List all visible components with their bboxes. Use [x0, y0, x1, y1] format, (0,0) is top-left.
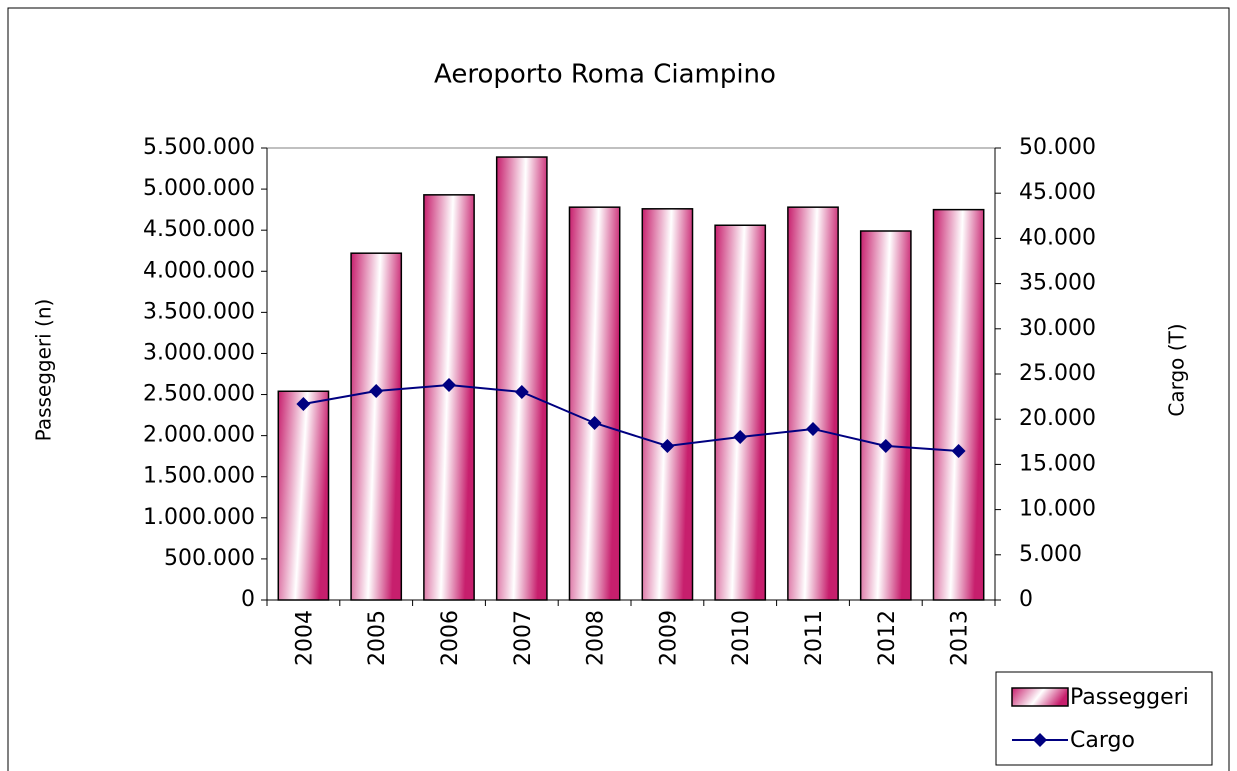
y-tick-label: 4.500.000 [143, 217, 255, 242]
x-tick-label: 2011 [802, 610, 827, 666]
bar [277, 390, 330, 601]
bar [714, 224, 767, 601]
x-tick-label: 2006 [438, 610, 463, 666]
y2-axis-title: Cargo (T) [1165, 323, 1189, 416]
y-tick-label: 1.000.000 [143, 505, 255, 530]
y2-tick-label: 40.000 [1019, 225, 1096, 250]
legend-label: Cargo [1070, 728, 1135, 753]
x-tick-label: 2009 [656, 610, 681, 666]
y2-tick-label: 15.000 [1019, 451, 1096, 476]
x-tick-label: 2005 [365, 610, 390, 666]
y2-tick-label: 45.000 [1019, 180, 1096, 205]
cargo-marker [660, 438, 675, 453]
bar [859, 230, 912, 601]
bar [932, 208, 985, 601]
y-tick-label: 3.000.000 [143, 340, 255, 365]
y2-tick-label: 0 [1019, 587, 1033, 612]
x-tick-label: 2012 [875, 610, 900, 666]
y-tick-label: 3.500.000 [143, 299, 255, 324]
bar [495, 156, 548, 601]
y-tick-label: 4.000.000 [143, 258, 255, 283]
y2-tick-label: 10.000 [1019, 497, 1096, 522]
bar [423, 194, 475, 601]
y2-tick-label: 5.000 [1019, 542, 1082, 567]
cargo-marker [369, 383, 384, 398]
cargo-marker [442, 378, 456, 393]
y2-tick-label: 30.000 [1019, 316, 1096, 341]
bar [787, 206, 839, 601]
y-tick-label: 2.500.000 [143, 382, 255, 407]
y-tick-label: 5.000.000 [143, 176, 255, 201]
y-tick-label: 500.000 [164, 546, 255, 571]
cargo-marker [878, 438, 893, 453]
bar [350, 252, 403, 601]
y2-tick-label: 50.000 [1019, 135, 1096, 160]
cargo-marker [733, 430, 748, 445]
x-tick-label: 2007 [511, 610, 536, 666]
x-tick-label: 2013 [948, 610, 973, 666]
y2-tick-label: 20.000 [1019, 406, 1096, 431]
cargo-marker [951, 444, 966, 459]
legend-marker [1033, 733, 1047, 747]
y-axis-title: Passeggeri (n) [32, 299, 56, 442]
cargo-line [303, 384, 959, 453]
cargo-marker [806, 421, 820, 436]
y2-tick-label: 25.000 [1019, 361, 1096, 386]
chart-frame [7, 7, 1230, 771]
cargo-marker [296, 397, 311, 412]
legend-swatch [1011, 687, 1069, 707]
chart-title: Aeroporto Roma Ciampino [434, 60, 776, 90]
cargo-marker [514, 384, 529, 399]
bar [641, 208, 694, 601]
x-tick-label: 2004 [292, 610, 317, 666]
y-tick-label: 1.500.000 [143, 464, 255, 489]
y2-tick-label: 35.000 [1019, 271, 1096, 296]
y-tick-label: 0 [241, 587, 255, 612]
y-tick-label: 5.500.000 [143, 135, 255, 160]
legend-label: Passeggeri [1070, 685, 1189, 710]
x-tick-label: 2010 [729, 610, 754, 666]
bar [568, 206, 621, 601]
y-tick-label: 2.000.000 [143, 423, 255, 448]
x-tick-label: 2008 [584, 610, 609, 666]
cargo-marker [587, 415, 602, 430]
